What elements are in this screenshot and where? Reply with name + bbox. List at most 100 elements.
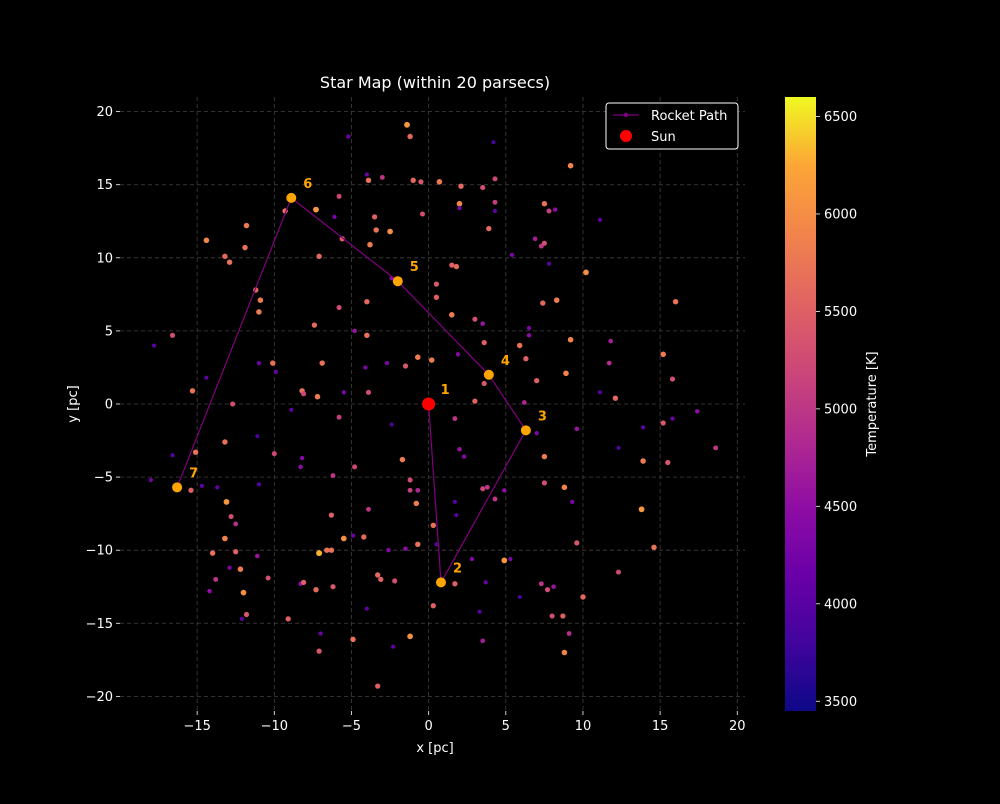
star-point (364, 172, 370, 177)
star-point (204, 375, 209, 380)
star-point (457, 447, 462, 452)
waypoint-marker (172, 482, 183, 493)
x-tick-label: 10 (575, 719, 592, 734)
star-point (215, 485, 220, 490)
star-point (480, 486, 486, 492)
sun-marker (422, 397, 436, 411)
star-point (188, 487, 194, 493)
star-point (419, 211, 426, 217)
star-point (328, 512, 335, 518)
waypoint-marker (392, 276, 403, 287)
star-point (199, 483, 204, 488)
star-point (363, 365, 368, 370)
star-point (492, 199, 498, 205)
star-point (233, 521, 239, 527)
star-point (300, 579, 307, 586)
star-point (378, 576, 384, 583)
legend-path-swatch-marker (623, 112, 629, 118)
star-point (484, 484, 490, 490)
star-point (472, 316, 478, 322)
star-point (415, 487, 421, 493)
star-point (192, 449, 199, 455)
star-point (364, 606, 369, 611)
y-tick-label: −15 (86, 617, 113, 632)
star-point (265, 575, 271, 581)
star-point (640, 458, 646, 464)
star-point (407, 477, 413, 483)
colorbar-tick-label: 5000 (824, 402, 857, 417)
star-point (391, 644, 396, 649)
waypoint-marker (286, 192, 297, 203)
star-point (415, 541, 421, 548)
colorbar-tick-label: 5500 (824, 305, 857, 320)
star-point (233, 549, 239, 555)
star-point (314, 393, 321, 400)
star-point (492, 176, 498, 182)
star-point (361, 534, 367, 540)
star-point (330, 584, 336, 590)
star-point (508, 556, 513, 562)
x-tick-label: 20 (729, 719, 746, 734)
star-point (456, 200, 463, 207)
star-point (452, 499, 457, 504)
star-point (430, 522, 437, 529)
star-point (492, 496, 498, 502)
star-point (242, 244, 248, 251)
star-point (458, 183, 464, 189)
star-point (328, 547, 335, 553)
colorbar-label: Temperature [K] (865, 351, 880, 457)
star-point (373, 227, 379, 233)
star-point (350, 636, 356, 643)
star-point (608, 338, 614, 344)
star-point (257, 297, 264, 303)
star-point (313, 206, 319, 213)
star-point (213, 576, 219, 582)
star-point (540, 300, 546, 306)
star-point (285, 616, 291, 622)
star-point (433, 281, 439, 287)
y-tick-label: 15 (96, 178, 113, 193)
star-point (552, 207, 558, 212)
star-point (449, 262, 455, 268)
colorbar-tick-label: 6000 (824, 207, 857, 222)
star-point (583, 269, 589, 276)
colorbar-tick-label: 6500 (824, 110, 857, 125)
star-point (367, 241, 373, 248)
legend: Rocket Path Sun (605, 102, 739, 150)
star-point (392, 578, 398, 584)
star-point (549, 613, 555, 619)
star-point (336, 304, 342, 311)
star-point (371, 214, 378, 220)
star-point (255, 553, 260, 559)
star-point (480, 185, 486, 191)
star-point (169, 332, 176, 338)
x-tick-label: −5 (342, 719, 361, 734)
star-point (330, 473, 336, 479)
x-tick-label: 15 (652, 719, 669, 734)
waypoint-label: 6 (303, 177, 312, 192)
star-point (384, 360, 390, 366)
star-point (207, 588, 212, 594)
star-point (341, 390, 346, 395)
star-point (597, 390, 602, 395)
star-point (243, 611, 250, 618)
star-point (574, 540, 580, 546)
star-point (566, 631, 572, 636)
star-point (413, 500, 420, 507)
star-point (399, 456, 406, 463)
y-tick-label: 20 (96, 105, 113, 120)
star-point (339, 236, 345, 242)
waypoint-marker (435, 577, 446, 588)
waypoint-markers: 1 2 3 4 5 6 7 (172, 177, 547, 588)
waypoint-marker (520, 425, 531, 436)
star-point (660, 351, 666, 358)
star-point (521, 400, 527, 405)
star-point (480, 638, 486, 644)
star-point (502, 488, 507, 493)
y-tick-label: −20 (86, 690, 113, 705)
star-point (436, 179, 443, 185)
star-point (203, 237, 210, 244)
y-tick-label: −5 (94, 471, 113, 486)
